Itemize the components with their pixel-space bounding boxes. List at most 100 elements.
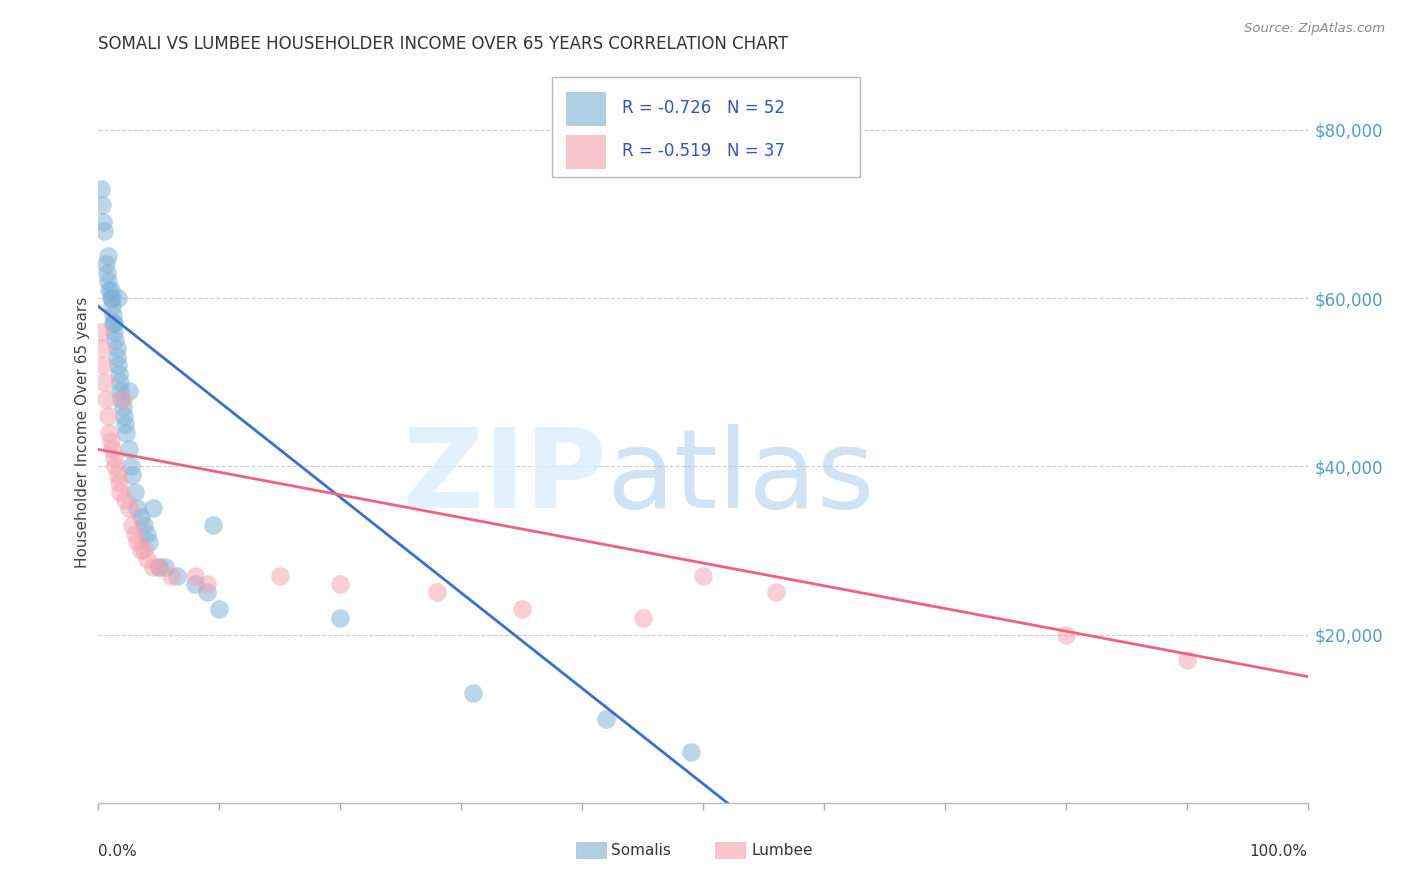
Point	[135, 526, 157, 541]
Bar	[567, 135, 605, 169]
Point	[108, 484, 131, 499]
Text: ZIP: ZIP	[404, 424, 606, 531]
Point	[111, 392, 134, 406]
Point	[1054, 627, 1077, 641]
Point	[91, 215, 114, 229]
Point	[93, 375, 115, 389]
Point	[103, 450, 125, 465]
Point	[148, 560, 170, 574]
Point	[127, 535, 149, 549]
Point	[142, 501, 165, 516]
Point	[111, 401, 134, 415]
Bar	[567, 92, 605, 126]
Point	[153, 560, 176, 574]
Text: Source: ZipAtlas.com: Source: ZipAtlas.com	[1244, 22, 1385, 36]
Point	[120, 459, 142, 474]
Point	[426, 585, 449, 599]
Point	[98, 425, 121, 440]
Point	[104, 459, 127, 474]
Point	[96, 266, 118, 280]
Point	[91, 198, 114, 212]
Point	[166, 568, 188, 582]
Point	[100, 291, 122, 305]
Point	[118, 501, 141, 516]
Point	[679, 745, 702, 759]
Point	[108, 476, 131, 491]
Point	[329, 577, 352, 591]
Point	[1175, 653, 1198, 667]
Point	[97, 274, 120, 288]
Point	[184, 577, 207, 591]
Point	[195, 577, 218, 591]
Point	[103, 316, 125, 330]
Point	[93, 224, 115, 238]
Point	[100, 434, 122, 448]
Point	[129, 509, 152, 524]
Point	[98, 283, 121, 297]
Point	[138, 535, 160, 549]
Point	[124, 484, 146, 499]
Point	[100, 291, 122, 305]
Text: 100.0%: 100.0%	[1250, 844, 1308, 858]
Point	[124, 526, 146, 541]
Point	[97, 409, 120, 423]
Point	[90, 181, 112, 195]
Text: Somalis: Somalis	[612, 843, 671, 858]
Point	[100, 283, 122, 297]
Point	[90, 325, 112, 339]
Point	[160, 568, 183, 582]
Point	[104, 333, 127, 347]
Point	[118, 384, 141, 398]
Point	[127, 501, 149, 516]
Point	[195, 585, 218, 599]
Point	[184, 568, 207, 582]
Point	[765, 585, 787, 599]
Point	[134, 518, 156, 533]
Point	[107, 359, 129, 373]
Point	[107, 291, 129, 305]
Point	[463, 686, 485, 700]
Point	[121, 467, 143, 482]
Point	[108, 367, 131, 381]
Point	[115, 425, 138, 440]
Y-axis label: Householder Income Over 65 years: Householder Income Over 65 years	[75, 297, 90, 568]
Point	[107, 467, 129, 482]
Bar	[716, 842, 745, 858]
Point	[129, 543, 152, 558]
Point	[329, 610, 352, 624]
Point	[595, 712, 617, 726]
Text: R = -0.726   N = 52: R = -0.726 N = 52	[621, 99, 785, 118]
Point	[202, 518, 225, 533]
Point	[269, 568, 291, 582]
Point	[101, 316, 124, 330]
Text: R = -0.519   N = 37: R = -0.519 N = 37	[621, 143, 785, 161]
Point	[112, 409, 135, 423]
Point	[148, 560, 170, 574]
Point	[94, 392, 117, 406]
Point	[91, 359, 114, 373]
Point	[105, 350, 128, 364]
Point	[114, 492, 136, 507]
Text: Lumbee: Lumbee	[751, 843, 813, 858]
Point	[134, 543, 156, 558]
Point	[208, 602, 231, 616]
Point	[97, 249, 120, 263]
Point	[101, 308, 124, 322]
Bar	[576, 842, 606, 858]
Point	[100, 442, 122, 457]
Point	[114, 417, 136, 432]
Text: 0.0%: 0.0%	[98, 844, 138, 858]
Point	[100, 300, 122, 314]
Point	[94, 257, 117, 271]
Point	[110, 392, 132, 406]
Point	[118, 442, 141, 457]
Point	[510, 602, 533, 616]
FancyBboxPatch shape	[551, 78, 860, 178]
Point	[121, 518, 143, 533]
Point	[692, 568, 714, 582]
Point	[108, 384, 131, 398]
Text: atlas: atlas	[606, 424, 875, 531]
Point	[103, 325, 125, 339]
Point	[135, 551, 157, 566]
Point	[142, 560, 165, 574]
